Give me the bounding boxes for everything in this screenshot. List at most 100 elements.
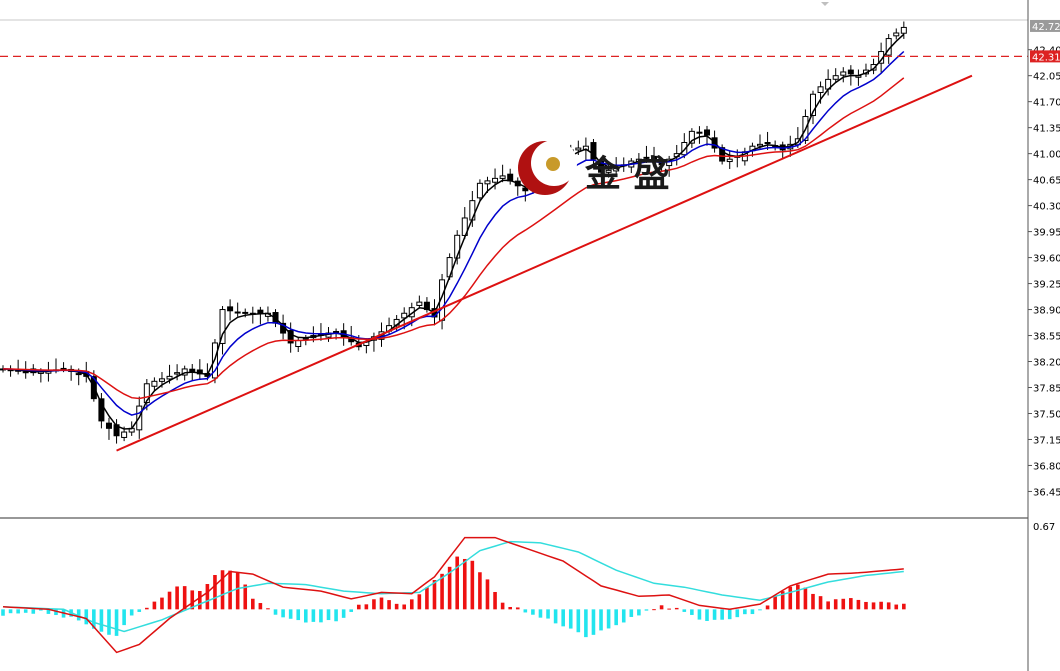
macd-histogram-bar — [743, 609, 747, 615]
macd-histogram-bar — [470, 560, 475, 610]
macd-histogram-bar — [311, 609, 316, 622]
y-tick-label: 41.00 — [1033, 150, 1060, 161]
macd-histogram-bar — [145, 607, 149, 610]
macd-tick-labels: 0.67 — [1033, 522, 1055, 533]
macd-histogram-bar — [796, 584, 800, 610]
macd-histogram-bar — [811, 593, 815, 610]
macd-histogram-bar — [515, 607, 520, 610]
candle-body — [174, 372, 181, 375]
trendline[interactable] — [116, 74, 973, 452]
macd-histogram-bar — [84, 609, 89, 625]
macd-histogram-bar — [871, 602, 876, 610]
macd-histogram — [1, 556, 906, 638]
price-pane — [0, 2, 1028, 452]
macd-histogram-bar — [780, 591, 785, 610]
macd-histogram-bar — [879, 601, 883, 610]
scroll-marker-icon[interactable] — [821, 2, 829, 6]
macd-histogram-bar — [228, 570, 232, 610]
macd-histogram-bar — [31, 609, 36, 614]
candle-body — [401, 312, 408, 319]
macd-histogram-bar — [682, 609, 687, 612]
macd-histogram-bar — [886, 602, 891, 610]
macd-histogram-bar — [637, 609, 641, 616]
macd-histogram-bar — [341, 609, 346, 618]
candle-body — [98, 398, 105, 422]
macd-histogram-bar — [1, 609, 5, 616]
top-price-label: 42.72 — [1032, 22, 1060, 33]
macd-histogram-bar — [788, 586, 793, 610]
macd-histogram-bar — [856, 599, 861, 610]
moving-average-fast[interactable] — [2, 33, 905, 430]
macd-histogram-bar — [531, 609, 535, 615]
candle-body — [166, 375, 173, 380]
macd-histogram-bar — [425, 587, 429, 610]
macd-histogram-bar — [546, 609, 550, 619]
macd-histogram-bar — [833, 599, 838, 610]
macd-histogram-bar — [99, 609, 104, 632]
candle-body — [416, 301, 423, 306]
price-labels: 42.72 42.31 — [1030, 19, 1060, 63]
candle-body — [158, 378, 165, 382]
macd-histogram-bar — [894, 604, 899, 610]
candle-body — [726, 158, 733, 163]
candle-body — [105, 422, 112, 429]
candle-body — [522, 187, 529, 192]
candle-body — [696, 131, 703, 134]
macd-histogram-bar — [621, 609, 626, 623]
candle-body — [598, 160, 605, 173]
macd-histogram-bar — [251, 598, 255, 610]
moving-averages — [2, 33, 905, 430]
macd-histogram-bar — [258, 603, 263, 610]
macd-tick-label: 0.67 — [1033, 522, 1055, 533]
macd-pane — [0, 517, 1028, 654]
macd-histogram-bar — [773, 596, 777, 610]
macd-histogram-bar — [841, 598, 846, 610]
macd-histogram-bar — [76, 609, 81, 621]
macd-histogram-bar — [379, 597, 384, 610]
macd-main-line[interactable] — [2, 536, 904, 654]
candle-body — [809, 93, 816, 117]
macd-histogram-bar — [803, 587, 808, 610]
moving-average-mid[interactable] — [2, 50, 905, 416]
candle-body — [499, 175, 506, 179]
macd-histogram-bar — [902, 603, 906, 610]
macd-histogram-bar — [296, 609, 301, 621]
macd-histogram-bar — [591, 609, 596, 635]
candle-body — [189, 368, 196, 372]
macd-histogram-bar — [432, 580, 437, 610]
macd-histogram-bar — [485, 579, 490, 610]
macd-histogram-bar — [23, 609, 28, 613]
macd-histogram-bar — [304, 609, 308, 623]
macd-histogram-bar — [818, 596, 823, 610]
macd-histogram-bar — [129, 609, 134, 616]
macd-histogram-bar — [319, 609, 323, 623]
macd-histogram-bar — [243, 584, 248, 610]
candle-body — [847, 69, 854, 75]
macd-histogram-bar — [235, 572, 240, 610]
moving-average-slow[interactable] — [2, 77, 905, 400]
macd-histogram-bar — [462, 558, 467, 610]
candle-body — [75, 373, 82, 376]
macd-histogram-bar — [750, 609, 755, 615]
candle-body — [242, 311, 249, 314]
candle-body — [688, 130, 695, 144]
macd-histogram-bar — [387, 600, 391, 610]
macd-histogram-bar — [190, 590, 195, 610]
candle-body — [817, 86, 824, 93]
y-tick-label: 41.35 — [1033, 124, 1060, 135]
macd-histogram-bar — [727, 609, 732, 620]
y-tick-label: 37.15 — [1033, 435, 1060, 446]
macd-histogram-bar — [697, 609, 702, 620]
y-tick-label: 38.20 — [1033, 358, 1060, 369]
macd-histogram-bar — [167, 591, 172, 610]
macd-signal-line[interactable] — [2, 540, 904, 633]
macd-histogram-bar — [213, 575, 217, 610]
candle-body — [257, 309, 264, 314]
macd-histogram-bar — [114, 609, 119, 636]
macd-histogram-bar — [372, 599, 376, 610]
candle-body — [870, 64, 877, 71]
macd-histogram-bar — [152, 601, 157, 610]
macd-histogram-bar — [720, 609, 724, 620]
macd-histogram-bar — [349, 609, 354, 612]
